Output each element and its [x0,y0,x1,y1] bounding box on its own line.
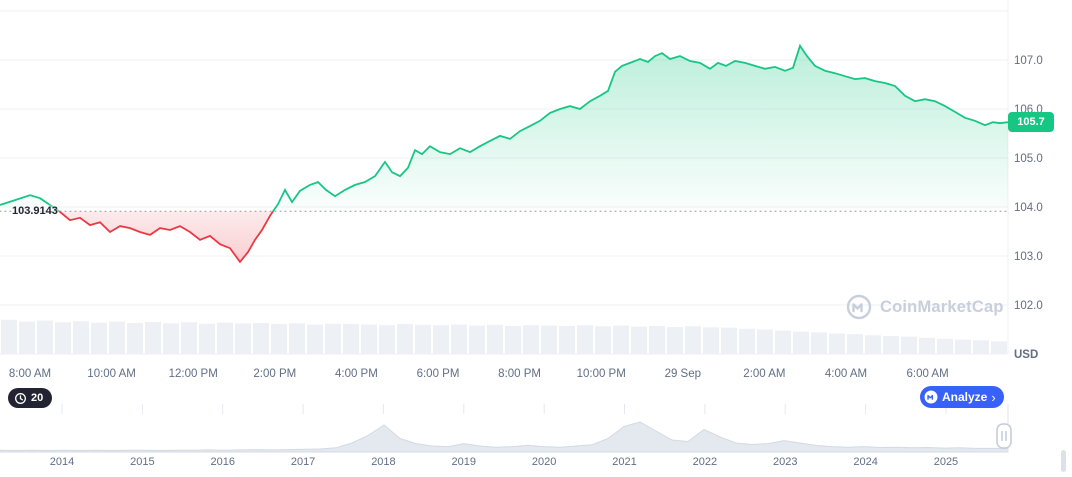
chevron-right-icon: › [991,389,996,405]
year-label[interactable]: 2016 [210,456,235,468]
area-below-open [0,211,1008,262]
analyze-label: Analyze [942,390,988,404]
open-price-label: 103.9143 [12,205,58,218]
x-axis-labels: 8:00 AM 10:00 AM 12:00 PM 2:00 PM 4:00 PM 6:0… [9,368,949,380]
coinmarketcap-logo-icon [924,390,938,404]
svg-text:102.0: 102.0 [1014,300,1043,312]
history-sparkline [0,421,1009,453]
svg-text:2:00 PM: 2:00 PM [253,368,296,380]
price-line-up [0,43,1008,212]
year-label[interactable]: 2023 [772,456,798,468]
year-label[interactable]: 2020 [531,456,557,468]
price-line-down [57,211,275,264]
svg-text:103.0: 103.0 [1014,251,1043,263]
volume-bars [1,319,1007,354]
svg-text:29 Sep: 29 Sep [665,368,701,380]
svg-text:4:00 AM: 4:00 AM [825,368,867,380]
clock-icon [15,392,26,404]
watermark: CoinMarketCap [846,294,1004,320]
analyze-button[interactable]: Analyze › [920,386,1004,408]
history-count: 20 [31,392,44,404]
year-label[interactable]: 2014 [49,456,75,468]
svg-text:12:00 PM: 12:00 PM [169,368,218,380]
svg-text:107.0: 107.0 [1014,55,1043,67]
scrollbar-thumb[interactable] [1061,450,1066,472]
svg-text:8:00 PM: 8:00 PM [498,368,541,380]
svg-text:8:00 AM: 8:00 AM [9,368,51,380]
year-label[interactable]: 2025 [933,456,959,468]
svg-text:USD: USD [1014,349,1038,361]
svg-text:10:00 AM: 10:00 AM [87,368,136,380]
svg-text:105.0: 105.0 [1014,153,1043,165]
svg-text:4:00 PM: 4:00 PM [335,368,378,380]
svg-text:6:00 PM: 6:00 PM [417,368,460,380]
year-ticks [61,404,947,414]
year-label[interactable]: 2024 [853,456,878,468]
year-label[interactable]: 2015 [130,456,155,468]
year-label[interactable]: 2017 [290,456,316,468]
svg-text:104.0: 104.0 [1014,202,1043,214]
year-label[interactable]: 2022 [692,456,718,468]
year-label[interactable]: 2019 [451,456,477,468]
year-axis: 2014 2015 2016 2017 2018 2019 2020 2021 2022 2023… [0,456,1008,472]
svg-text:2:00 AM: 2:00 AM [743,368,785,380]
range-selector[interactable] [0,404,1072,456]
year-label[interactable]: 2018 [371,456,396,468]
area-above-open [0,45,1008,212]
history-badge[interactable]: 20 [8,388,53,408]
current-price-badge: 105.7 [1008,112,1054,133]
svg-text:6:00 AM: 6:00 AM [906,368,948,380]
coinmarketcap-logo-icon [846,294,872,320]
svg-text:10:00 PM: 10:00 PM [577,368,626,380]
range-handle[interactable] [996,423,1012,449]
year-label[interactable]: 2021 [612,456,637,468]
watermark-text: CoinMarketCap [880,297,1004,316]
